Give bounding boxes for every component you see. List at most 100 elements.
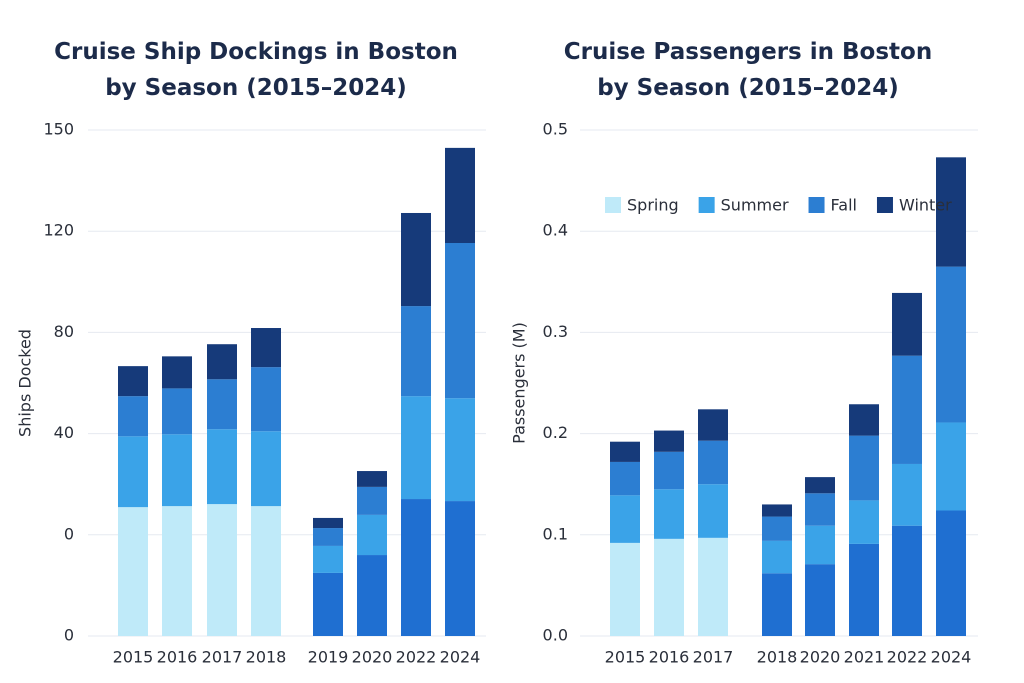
- y-tick-label: 0.5: [543, 120, 568, 139]
- legend-swatch: [876, 197, 893, 213]
- y-tick-label: 0: [64, 626, 74, 645]
- bar-segment: [892, 355, 922, 464]
- bar-segment: [805, 493, 835, 526]
- bar-segment: [762, 573, 792, 636]
- bar-segment: [698, 409, 728, 441]
- y-tick-label: 0.1: [543, 524, 568, 543]
- legend-label: Summer: [721, 196, 789, 215]
- bar-segment: [207, 344, 237, 380]
- x-tick-label: 2018: [246, 648, 287, 667]
- bar-segment: [762, 504, 792, 517]
- bar-segment: [357, 471, 387, 487]
- legend-swatch: [698, 197, 715, 213]
- bar-segment: [805, 477, 835, 494]
- bar-segment: [313, 545, 343, 573]
- bar-segment: [118, 436, 148, 508]
- bar-segment: [207, 429, 237, 505]
- bar-segment: [698, 537, 728, 636]
- bar-segment: [762, 516, 792, 541]
- x-tick-label: 2017: [693, 648, 734, 667]
- bar-segment: [936, 510, 966, 636]
- x-tick-label: 2016: [157, 648, 198, 667]
- x-tick-label: 2017: [202, 648, 243, 667]
- bar-segment: [762, 540, 792, 574]
- bar-segment: [445, 398, 475, 502]
- y-tick-label: 0: [64, 524, 74, 543]
- bar-segment: [162, 434, 192, 507]
- bar-segment: [892, 292, 922, 356]
- y-tick-label: 0.0: [543, 626, 568, 645]
- y-axis-label: Passengers (M): [510, 322, 529, 444]
- x-tick-label: 2021: [844, 648, 885, 667]
- bar-segment: [401, 499, 431, 636]
- bar-segment: [892, 463, 922, 526]
- x-tick-label: 2024: [440, 648, 481, 667]
- bar-segment: [654, 489, 684, 539]
- bar-segment: [849, 543, 879, 636]
- bar-segment: [251, 328, 281, 368]
- bar-segment: [610, 495, 640, 543]
- y-tick-label: 80: [54, 322, 74, 341]
- bar-segment: [610, 461, 640, 496]
- y-tick-label: 0.4: [543, 221, 568, 240]
- bar-segment: [936, 422, 966, 511]
- bar-segment: [698, 440, 728, 485]
- bar-segment: [654, 538, 684, 636]
- bar-segment: [401, 396, 431, 500]
- bar-segment: [654, 451, 684, 490]
- bar-segment: [207, 379, 237, 430]
- x-tick-label: 2020: [800, 648, 841, 667]
- bar-segment: [849, 435, 879, 501]
- bar-segment: [610, 542, 640, 636]
- legend-swatch: [605, 197, 621, 213]
- bar-segment: [118, 507, 148, 636]
- legend-label: Fall: [831, 196, 857, 215]
- bar-segment: [162, 356, 192, 389]
- bar-segment: [357, 514, 387, 556]
- bar-segment: [118, 366, 148, 397]
- bar-segment: [162, 506, 192, 636]
- x-tick-label: 2019: [308, 648, 349, 667]
- x-tick-label: 2015: [113, 648, 154, 667]
- bar-segment: [445, 147, 475, 244]
- bar-segment: [849, 500, 879, 544]
- y-tick-label: 0.2: [543, 423, 568, 442]
- bar-segment: [313, 528, 343, 546]
- x-tick-label: 2015: [605, 648, 646, 667]
- bar-segment: [445, 243, 475, 399]
- y-tick-label: 120: [43, 221, 74, 240]
- chart-title: Cruise Ship Dockings in Boston by Season…: [54, 39, 458, 101]
- bar-segment: [401, 212, 431, 307]
- x-tick-label: 2016: [649, 648, 690, 667]
- bar-segment: [313, 572, 343, 636]
- bar-segment: [805, 525, 835, 565]
- y-axis-label: Ships Docked: [16, 329, 35, 437]
- bar-segment: [936, 266, 966, 423]
- bar-segment: [610, 441, 640, 462]
- bar-segment: [849, 404, 879, 436]
- legend-label: Spring: [627, 196, 679, 215]
- x-tick-label: 2020: [352, 648, 393, 667]
- bar-segment: [805, 564, 835, 636]
- bar-segment: [698, 484, 728, 538]
- bar-segment: [207, 504, 237, 636]
- chart-title: Cruise Passengers in Boston by Season (2…: [563, 39, 933, 101]
- bar-segment: [401, 306, 431, 397]
- bar-segment: [251, 506, 281, 636]
- x-tick-label: 2022: [887, 648, 928, 667]
- bar-segment: [936, 157, 966, 267]
- y-tick-label: 40: [54, 423, 74, 442]
- bar-segment: [892, 525, 922, 636]
- x-tick-label: 2024: [931, 648, 972, 667]
- legend-label: Winter: [899, 196, 952, 215]
- bar-segment: [118, 396, 148, 437]
- bar-segment: [445, 501, 475, 636]
- x-tick-label: 2018: [757, 648, 798, 667]
- bar-segment: [162, 388, 192, 435]
- legend-swatch: [808, 197, 825, 213]
- bar-segment: [313, 517, 343, 529]
- bar-segment: [654, 430, 684, 452]
- y-tick-label: 150: [43, 120, 74, 139]
